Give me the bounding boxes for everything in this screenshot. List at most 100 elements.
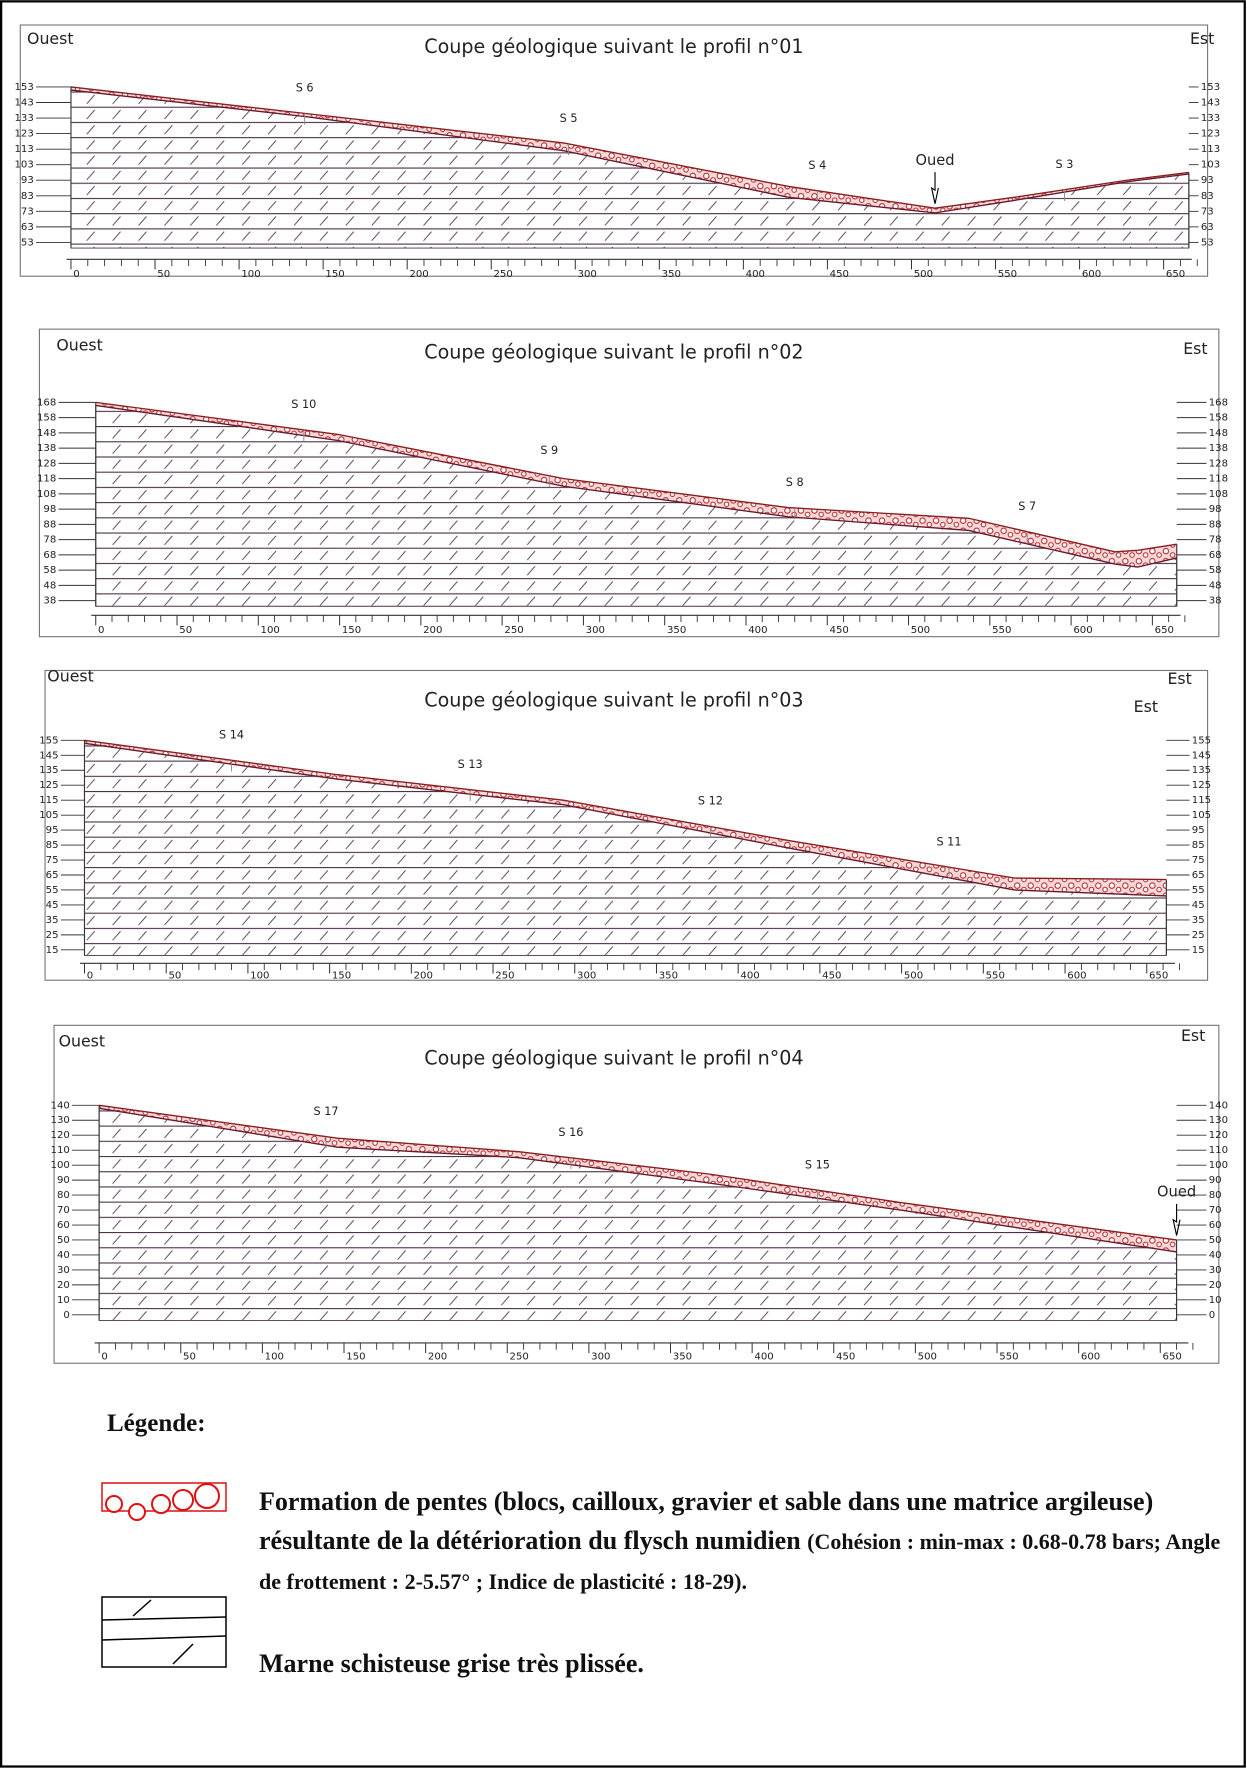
station-label: S 13 <box>458 758 483 771</box>
y-tick-label: 68 <box>43 550 56 561</box>
y-tick-label: 103 <box>14 160 33 171</box>
y-tick-label: 58 <box>43 565 56 576</box>
y-tick-label: 85 <box>1192 840 1205 851</box>
y-tick-label: 30 <box>1209 1265 1222 1276</box>
x-tick-label: 500 <box>918 1351 937 1362</box>
station-label: S 3 <box>1056 158 1074 171</box>
x-tick-label: 0 <box>98 625 104 636</box>
east-label: Est <box>1190 29 1214 48</box>
marl-bedrock <box>71 90 1189 248</box>
y-tick-label: 48 <box>43 580 56 591</box>
y-tick-label: 123 <box>14 129 33 140</box>
x-tick-label: 250 <box>510 1351 529 1362</box>
y-tick-label: 98 <box>43 504 56 515</box>
x-tick-label: 600 <box>1067 971 1086 982</box>
legend-item: Formation de pentes (blocs, cailloux, gr… <box>259 1482 1234 1601</box>
y-tick-label: 30 <box>57 1265 70 1276</box>
x-tick-label: 550 <box>998 269 1017 280</box>
y-tick-label: 138 <box>37 443 56 454</box>
y-tick-label: 70 <box>57 1205 70 1216</box>
y-tick-label: 168 <box>37 397 56 408</box>
station-label: S 14 <box>219 729 244 742</box>
y-tick-label: 0 <box>63 1310 69 1321</box>
west-label: Ouest <box>47 667 93 686</box>
x-tick-label: 300 <box>577 971 596 982</box>
y-tick-label: 168 <box>1209 397 1228 408</box>
y-tick-label: 35 <box>46 915 59 926</box>
x-tick-label: 350 <box>662 269 681 280</box>
station-label: S 11 <box>936 835 961 848</box>
y-tick-label: 40 <box>1209 1250 1222 1261</box>
x-tick-label: 50 <box>183 1351 196 1362</box>
y-tick-label: 88 <box>43 519 56 530</box>
y-tick-label: 55 <box>1192 885 1205 896</box>
y-tick-label: 135 <box>1192 765 1211 776</box>
y-tick-label: 138 <box>1209 443 1228 454</box>
y-tick-label: 123 <box>1201 129 1220 140</box>
y-tick-label: 158 <box>37 413 56 424</box>
page: Coupe géologique suivant le profil n°01 O… <box>0 0 1247 1769</box>
x-tick-label: 200 <box>423 625 442 636</box>
x-tick-label: 500 <box>914 269 933 280</box>
y-tick-label: 105 <box>1192 810 1211 821</box>
x-tick-label: 50 <box>179 625 192 636</box>
marl-bedrock <box>99 1108 1176 1320</box>
x-tick-label: 350 <box>667 625 686 636</box>
y-tick-label: 35 <box>1192 915 1205 926</box>
x-tick-label: 450 <box>830 625 849 636</box>
y-tick-label: 80 <box>57 1190 70 1201</box>
station-label: S 17 <box>314 1105 339 1118</box>
x-tick-label: 400 <box>754 1351 773 1362</box>
y-tick-label: 85 <box>46 840 59 851</box>
annotation-label: Oued <box>915 152 954 169</box>
y-tick-label: 105 <box>39 810 58 821</box>
x-tick-label: 650 <box>1163 1351 1182 1362</box>
y-tick-label: 20 <box>1209 1280 1222 1291</box>
y-tick-label: 155 <box>1192 735 1211 746</box>
x-tick-label: 200 <box>428 1351 447 1362</box>
west-label: Ouest <box>56 336 102 355</box>
legend-symbol-marl <box>101 1596 227 1670</box>
y-tick-label: 90 <box>57 1175 70 1186</box>
station-label: S 4 <box>808 159 826 172</box>
y-tick-label: 143 <box>1201 98 1220 109</box>
y-tick-label: 75 <box>46 855 59 866</box>
x-tick-label: 350 <box>673 1351 692 1362</box>
y-tick-label: 78 <box>43 535 56 546</box>
x-tick-label: 0 <box>73 269 79 280</box>
y-tick-label: 140 <box>1209 1100 1228 1111</box>
marl-bedrock <box>96 405 1177 606</box>
x-tick-label: 500 <box>911 625 930 636</box>
x-tick-label: 650 <box>1166 269 1185 280</box>
x-tick-label: 150 <box>346 1351 365 1362</box>
y-tick-label: 118 <box>37 474 56 485</box>
y-tick-label: 83 <box>1201 191 1214 202</box>
y-tick-label: 98 <box>1209 504 1222 515</box>
x-tick-label: 350 <box>659 971 678 982</box>
y-tick-label: 38 <box>43 596 56 607</box>
annotation-label: Oued <box>1157 1184 1196 1201</box>
x-tick-label: 600 <box>1082 269 1101 280</box>
x-tick-label: 0 <box>87 971 93 982</box>
x-tick-label: 100 <box>261 625 280 636</box>
east-label: Est <box>1167 669 1191 688</box>
y-tick-label: 0 <box>1209 1310 1215 1321</box>
y-tick-label: 68 <box>1209 550 1222 561</box>
y-tick-label: 108 <box>1209 489 1228 500</box>
y-tick-label: 55 <box>46 885 59 896</box>
x-tick-label: 250 <box>504 625 523 636</box>
y-tick-label: 148 <box>37 428 56 439</box>
y-tick-label: 100 <box>1209 1160 1228 1171</box>
x-tick-label: 300 <box>591 1351 610 1362</box>
y-tick-label: 60 <box>57 1220 70 1231</box>
panel-title: Coupe géologique suivant le profil n°01 <box>424 35 803 58</box>
east-label: Est <box>1134 697 1158 716</box>
y-tick-label: 45 <box>46 900 59 911</box>
y-tick-label: 143 <box>14 98 33 109</box>
station-label: S 5 <box>560 112 578 125</box>
marl-bedrock <box>84 743 1166 955</box>
x-tick-label: 100 <box>265 1351 284 1362</box>
y-tick-label: 78 <box>1209 535 1222 546</box>
y-tick-label: 93 <box>1201 175 1214 186</box>
y-tick-label: 73 <box>1201 206 1214 217</box>
